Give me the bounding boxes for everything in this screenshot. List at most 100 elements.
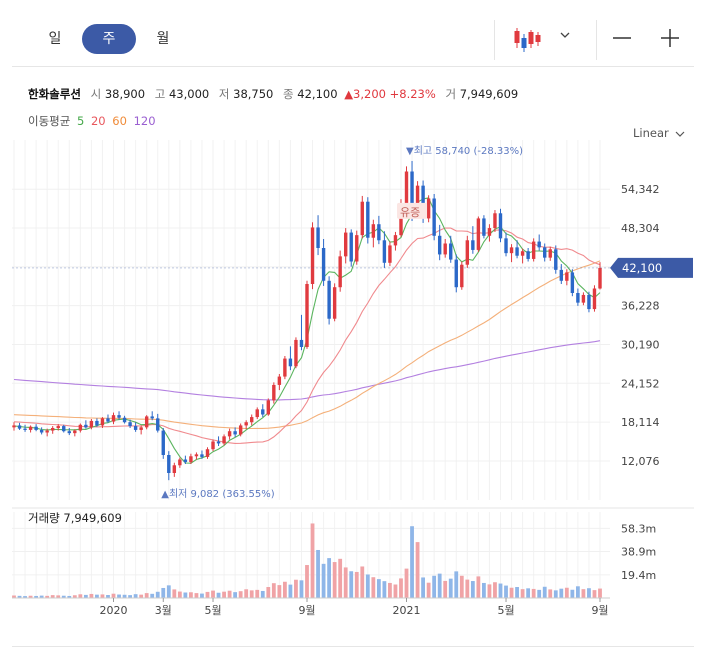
scale-label: Linear: [633, 126, 669, 140]
volume-bar: [465, 579, 470, 598]
max-price-annotation: ▼최고 58,740 (-28.33%): [406, 145, 523, 157]
volume-bar: [575, 586, 580, 598]
volume-bar: [498, 583, 503, 598]
candle-body: [415, 185, 420, 216]
candle-body: [128, 422, 132, 427]
candle-body: [117, 415, 121, 418]
volume-bar: [310, 523, 315, 598]
candle-body: [294, 339, 298, 367]
candle-body: [410, 171, 414, 216]
volume-title: 거래량 7,949,609: [28, 511, 122, 525]
zoom-in-button[interactable]: [658, 14, 682, 64]
candle-body: [244, 422, 248, 426]
period-tab-week[interactable]: 주: [82, 24, 136, 54]
candle-body: [23, 428, 27, 430]
candle-body: [288, 358, 293, 367]
volume-bar: [72, 595, 77, 598]
chart-type-button[interactable]: [510, 14, 550, 64]
volume-bar: [34, 595, 39, 598]
period-tab-day[interactable]: 일: [48, 31, 62, 47]
candle-body: [360, 201, 364, 236]
volume-bar: [537, 589, 542, 598]
volume-bar: [553, 590, 558, 598]
volume-bar: [520, 589, 525, 598]
volume-bar: [581, 589, 586, 598]
price-tick-label: 12,076: [621, 455, 660, 468]
volume-bar: [144, 593, 149, 598]
candle-body: [327, 280, 331, 319]
candle-body: [515, 247, 519, 256]
volume-bar: [509, 587, 514, 598]
candle-body: [139, 427, 143, 430]
change-value: ▲3,200: [344, 87, 386, 101]
volume-bar: [376, 579, 381, 598]
candle-body: [493, 213, 497, 229]
volume-value: 7,949,609: [459, 87, 519, 101]
volume-bar: [493, 582, 497, 598]
volume-bar: [393, 584, 398, 598]
candle-body: [283, 358, 287, 377]
ma-120-line: [13, 340, 601, 401]
candle-body: [399, 203, 403, 236]
volume-bar: [50, 595, 55, 598]
volume-bar: [150, 593, 155, 598]
candle-body: [211, 441, 215, 450]
candle-body: [255, 409, 259, 418]
volume-bar: [421, 577, 425, 598]
volume-bar: [459, 575, 464, 598]
candle-body: [183, 459, 188, 463]
time-tick-label: 2020: [100, 604, 128, 617]
candle-body: [100, 418, 105, 426]
candle-body: [161, 430, 165, 455]
volume-bar: [432, 575, 437, 598]
candle-body: [366, 201, 370, 238]
candle-body: [476, 218, 481, 250]
volume-bar: [56, 595, 61, 598]
volume-bar: [277, 585, 282, 598]
volume-bar: [305, 565, 309, 598]
volume-bar: [470, 581, 475, 598]
candle-body: [172, 465, 177, 473]
ma-60-line: [13, 260, 601, 430]
ma-5-label: 5: [76, 114, 85, 128]
volume-bar: [17, 595, 22, 598]
candle-body: [28, 426, 33, 430]
volume-bar: [570, 589, 575, 598]
candle-body: [592, 288, 597, 310]
volume-bar: [189, 592, 193, 598]
candle-body: [111, 415, 116, 422]
candle-body: [332, 287, 337, 319]
close-value: 42,100: [297, 87, 338, 101]
volume-bar: [426, 582, 431, 598]
scale-selector[interactable]: Linear: [633, 126, 686, 140]
volume-bar: [294, 579, 298, 598]
volume-bar: [255, 589, 260, 598]
moving-average-legend[interactable]: 이동평균 5 20 60 120: [28, 113, 156, 129]
candle-body: [277, 376, 282, 385]
zoom-out-button[interactable]: [610, 14, 634, 64]
volume-bar: [476, 576, 481, 598]
volume-bar: [238, 591, 243, 598]
high-value: 43,000: [168, 87, 210, 101]
candle-body: [34, 426, 38, 430]
volume-bar: [316, 549, 320, 598]
period-tab-month[interactable]: 월: [156, 31, 170, 47]
volume-bar: [271, 583, 276, 598]
volume-bar: [172, 589, 177, 598]
chart-type-dropdown[interactable]: [556, 14, 576, 64]
candle-body: [106, 418, 110, 422]
volume-bar: [249, 590, 254, 598]
candle-body: [576, 293, 580, 303]
volume-bar: [117, 594, 121, 598]
price-tick-label: 36,228: [621, 300, 660, 313]
time-tick-label: 5월: [204, 604, 221, 617]
volume-bar: [404, 568, 409, 598]
volume-bar: [67, 595, 72, 598]
volume-bar: [327, 558, 332, 598]
volume-bar: [83, 594, 88, 598]
price-chart[interactable]: 54,34248,30442,26636,22830,19024,15218,1…: [0, 140, 706, 656]
candle-body: [144, 416, 149, 428]
volume-bar: [542, 586, 547, 598]
candle-body: [482, 218, 486, 236]
volume-bar: [133, 594, 138, 598]
